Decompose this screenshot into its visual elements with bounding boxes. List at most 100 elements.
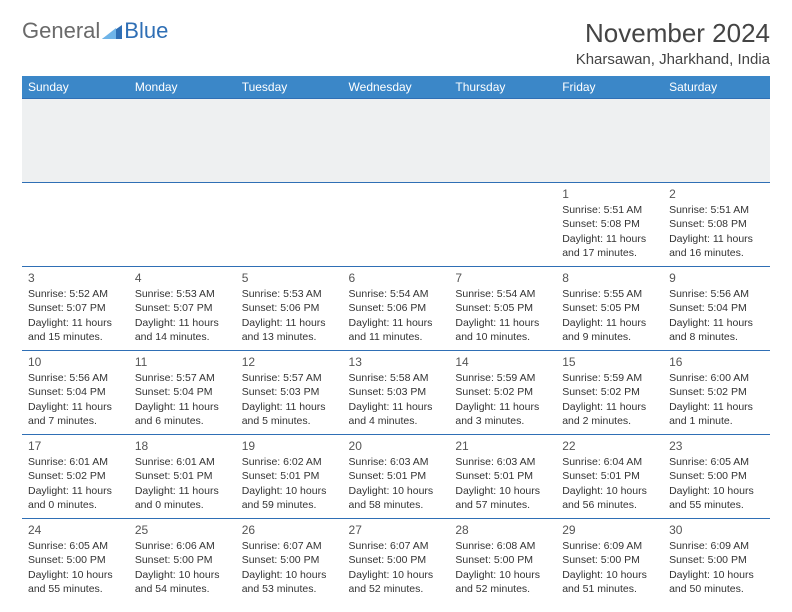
calendar-empty-cell [129,183,236,267]
day-number: 11 [135,354,230,370]
sunrise-line: Sunrise: 6:01 AM [28,455,123,469]
daylight-line: Daylight: 10 hoursand 56 minutes. [562,484,657,512]
sunset-line: Sunset: 5:02 PM [669,385,764,399]
day-number: 29 [562,522,657,538]
sunrise-line: Sunrise: 6:05 AM [669,455,764,469]
day-number: 19 [242,438,337,454]
day-number: 17 [28,438,123,454]
sunrise-line: Sunrise: 6:07 AM [242,539,337,553]
calendar-day-cell: 29Sunrise: 6:09 AMSunset: 5:00 PMDayligh… [556,519,663,603]
calendar-day-cell: 5Sunrise: 5:53 AMSunset: 5:06 PMDaylight… [236,267,343,351]
daylight-line: Daylight: 11 hoursand 10 minutes. [455,316,550,344]
calendar-day-cell: 3Sunrise: 5:52 AMSunset: 5:07 PMDaylight… [22,267,129,351]
sunset-line: Sunset: 5:01 PM [242,469,337,483]
sunset-line: Sunset: 5:00 PM [349,553,444,567]
sunrise-line: Sunrise: 6:01 AM [135,455,230,469]
calendar-day-cell: 1Sunrise: 5:51 AMSunset: 5:08 PMDaylight… [556,183,663,267]
logo: General Blue [22,18,168,44]
day-number: 27 [349,522,444,538]
sunrise-line: Sunrise: 5:56 AM [669,287,764,301]
sunset-line: Sunset: 5:00 PM [455,553,550,567]
daylight-line: Daylight: 11 hoursand 2 minutes. [562,400,657,428]
sunrise-line: Sunrise: 6:09 AM [562,539,657,553]
sunrise-line: Sunrise: 6:08 AM [455,539,550,553]
calendar-day-cell: 22Sunrise: 6:04 AMSunset: 5:01 PMDayligh… [556,435,663,519]
sunset-line: Sunset: 5:04 PM [669,301,764,315]
calendar-day-cell: 16Sunrise: 6:00 AMSunset: 5:02 PMDayligh… [663,351,770,435]
calendar-day-cell: 11Sunrise: 5:57 AMSunset: 5:04 PMDayligh… [129,351,236,435]
sunrise-line: Sunrise: 5:58 AM [349,371,444,385]
title-block: November 2024 Kharsawan, Jharkhand, Indi… [576,18,770,68]
daylight-line: Daylight: 10 hoursand 54 minutes. [135,568,230,596]
logo-triangle-icon [102,23,122,39]
weekday-wednesday: Wednesday [343,76,450,99]
calendar-week-row: 1Sunrise: 5:51 AMSunset: 5:08 PMDaylight… [22,183,770,267]
sunset-line: Sunset: 5:00 PM [669,469,764,483]
sunrise-line: Sunrise: 5:51 AM [669,203,764,217]
daylight-line: Daylight: 10 hoursand 52 minutes. [455,568,550,596]
sunset-line: Sunset: 5:08 PM [669,217,764,231]
sunrise-line: Sunrise: 6:03 AM [349,455,444,469]
sunrise-line: Sunrise: 5:55 AM [562,287,657,301]
day-number: 2 [669,186,764,202]
sunrise-line: Sunrise: 6:03 AM [455,455,550,469]
sunset-line: Sunset: 5:04 PM [28,385,123,399]
weekday-tuesday: Tuesday [236,76,343,99]
sunrise-line: Sunrise: 5:56 AM [28,371,123,385]
daylight-line: Daylight: 10 hoursand 55 minutes. [28,568,123,596]
sunrise-line: Sunrise: 5:54 AM [455,287,550,301]
sunset-line: Sunset: 5:01 PM [562,469,657,483]
weekday-monday: Monday [129,76,236,99]
calendar-day-cell: 25Sunrise: 6:06 AMSunset: 5:00 PMDayligh… [129,519,236,603]
daylight-line: Daylight: 11 hoursand 4 minutes. [349,400,444,428]
daylight-line: Daylight: 10 hoursand 59 minutes. [242,484,337,512]
day-number: 24 [28,522,123,538]
logo-text-blue: Blue [124,22,168,40]
day-number: 9 [669,270,764,286]
calendar-day-cell: 20Sunrise: 6:03 AMSunset: 5:01 PMDayligh… [343,435,450,519]
sunset-line: Sunset: 5:03 PM [242,385,337,399]
day-number: 8 [562,270,657,286]
calendar-table: Sunday Monday Tuesday Wednesday Thursday… [22,76,770,603]
sunrise-line: Sunrise: 5:51 AM [562,203,657,217]
day-number: 22 [562,438,657,454]
calendar-week-row: 3Sunrise: 5:52 AMSunset: 5:07 PMDaylight… [22,267,770,351]
calendar-day-cell: 21Sunrise: 6:03 AMSunset: 5:01 PMDayligh… [449,435,556,519]
logo-text-general: General [22,18,100,44]
sunrise-line: Sunrise: 6:05 AM [28,539,123,553]
calendar-day-cell: 13Sunrise: 5:58 AMSunset: 5:03 PMDayligh… [343,351,450,435]
sunset-line: Sunset: 5:05 PM [455,301,550,315]
calendar-day-cell: 26Sunrise: 6:07 AMSunset: 5:00 PMDayligh… [236,519,343,603]
sunset-line: Sunset: 5:00 PM [28,553,123,567]
calendar-day-cell: 12Sunrise: 5:57 AMSunset: 5:03 PMDayligh… [236,351,343,435]
daylight-line: Daylight: 11 hoursand 0 minutes. [135,484,230,512]
sunrise-line: Sunrise: 5:59 AM [455,371,550,385]
daylight-line: Daylight: 11 hoursand 15 minutes. [28,316,123,344]
weekday-thursday: Thursday [449,76,556,99]
day-number: 1 [562,186,657,202]
weekday-friday: Friday [556,76,663,99]
header-spacer [22,99,770,183]
day-number: 6 [349,270,444,286]
sunrise-line: Sunrise: 5:54 AM [349,287,444,301]
daylight-line: Daylight: 11 hoursand 14 minutes. [135,316,230,344]
sunset-line: Sunset: 5:03 PM [349,385,444,399]
sunrise-line: Sunrise: 5:57 AM [135,371,230,385]
weekday-saturday: Saturday [663,76,770,99]
day-number: 12 [242,354,337,370]
calendar-day-cell: 17Sunrise: 6:01 AMSunset: 5:02 PMDayligh… [22,435,129,519]
sunrise-line: Sunrise: 6:09 AM [669,539,764,553]
sunset-line: Sunset: 5:00 PM [242,553,337,567]
daylight-line: Daylight: 10 hoursand 50 minutes. [669,568,764,596]
daylight-line: Daylight: 11 hoursand 8 minutes. [669,316,764,344]
sunrise-line: Sunrise: 6:04 AM [562,455,657,469]
day-number: 15 [562,354,657,370]
sunrise-line: Sunrise: 6:00 AM [669,371,764,385]
sunset-line: Sunset: 5:07 PM [135,301,230,315]
sunset-line: Sunset: 5:00 PM [135,553,230,567]
daylight-line: Daylight: 11 hoursand 16 minutes. [669,232,764,260]
calendar-body: 1Sunrise: 5:51 AMSunset: 5:08 PMDaylight… [22,183,770,603]
calendar-week-row: 10Sunrise: 5:56 AMSunset: 5:04 PMDayligh… [22,351,770,435]
calendar-week-row: 24Sunrise: 6:05 AMSunset: 5:00 PMDayligh… [22,519,770,603]
daylight-line: Daylight: 10 hoursand 52 minutes. [349,568,444,596]
